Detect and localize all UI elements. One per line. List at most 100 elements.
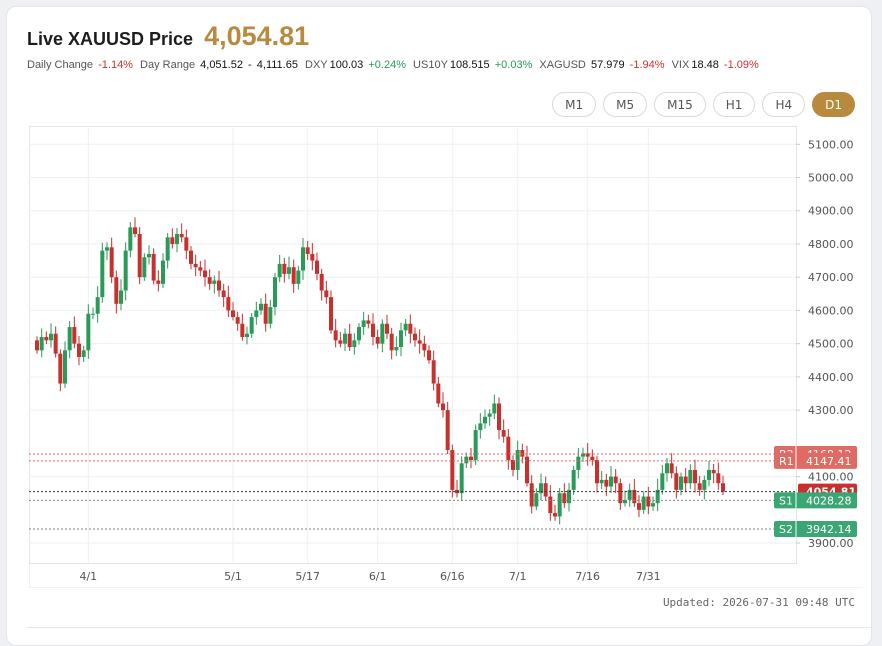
stat-us10y: US10Y 108.515 +0.03% bbox=[413, 59, 534, 71]
candle-body bbox=[133, 227, 137, 235]
stat-value: 4,111.65 bbox=[256, 59, 298, 71]
candle-body bbox=[581, 453, 585, 457]
timeframe-d1-button[interactable]: D1 bbox=[812, 92, 855, 117]
candle-body bbox=[245, 333, 249, 338]
timeframe-h4-button[interactable]: H4 bbox=[762, 92, 806, 117]
candle-body bbox=[343, 333, 347, 344]
candle-body bbox=[315, 260, 319, 274]
candle-body bbox=[483, 416, 487, 424]
candle-body bbox=[655, 489, 660, 504]
candle-body bbox=[128, 227, 133, 251]
candle-body bbox=[613, 476, 618, 484]
candle-body bbox=[590, 456, 595, 460]
candle-body bbox=[627, 489, 632, 500]
candle-body bbox=[441, 403, 445, 411]
candle-body bbox=[305, 247, 310, 254]
candle-body bbox=[114, 277, 119, 304]
candle-body bbox=[95, 297, 100, 314]
candle-body bbox=[632, 489, 637, 504]
plot-area bbox=[29, 126, 797, 564]
candle-body bbox=[501, 430, 506, 437]
candle-body bbox=[221, 290, 226, 298]
candle-body bbox=[249, 317, 254, 334]
y-tick-label: 4600.00 bbox=[808, 304, 854, 317]
candle-body bbox=[277, 263, 282, 278]
y-tick-label: 5000.00 bbox=[808, 172, 854, 185]
candle-body bbox=[506, 436, 511, 460]
candle-body bbox=[105, 247, 109, 251]
timeframe-m5-button[interactable]: M5 bbox=[603, 92, 648, 117]
timeframe-h1-button[interactable]: H1 bbox=[712, 92, 756, 117]
y-tick-label: 5100.00 bbox=[808, 138, 854, 151]
candle-body bbox=[553, 513, 557, 517]
candle-body bbox=[595, 459, 599, 484]
candle-body bbox=[665, 463, 669, 474]
candle-body bbox=[576, 456, 581, 470]
candle-body bbox=[562, 493, 567, 504]
candle-body bbox=[352, 340, 357, 347]
candle-body bbox=[67, 327, 72, 351]
candle-body bbox=[492, 403, 497, 414]
y-tick-label: 4700.00 bbox=[808, 271, 854, 284]
level-name: S2 bbox=[779, 523, 793, 536]
candle-body bbox=[319, 273, 324, 291]
candle-body bbox=[669, 463, 674, 474]
candle-body bbox=[273, 277, 277, 308]
candle-body bbox=[688, 469, 693, 484]
divider bbox=[27, 627, 871, 628]
candle-body bbox=[119, 290, 123, 304]
candle-body bbox=[375, 337, 380, 344]
candle-body bbox=[198, 267, 203, 271]
candle-body bbox=[357, 327, 361, 341]
candle-body bbox=[184, 237, 189, 251]
candle-body bbox=[39, 337, 44, 351]
x-tick-label: 6/1 bbox=[369, 570, 387, 583]
candle-body bbox=[361, 320, 366, 328]
candle-body bbox=[179, 234, 184, 238]
timeframe-m15-button[interactable]: M15 bbox=[654, 92, 706, 117]
candle-body bbox=[529, 483, 534, 507]
stat-label: VIX bbox=[671, 59, 690, 71]
candle-body bbox=[151, 253, 156, 281]
stat-value: 57.979 bbox=[590, 59, 625, 71]
candle-body bbox=[515, 450, 520, 470]
stat-label: Day Range bbox=[140, 59, 196, 71]
candle-body bbox=[534, 493, 539, 507]
candle-body bbox=[459, 463, 464, 494]
price-chart: 5100.00 5000.00 4900.00 4800.00 4700.00 4600.… bbox=[29, 126, 863, 588]
candle-body bbox=[347, 333, 352, 347]
candle-body bbox=[473, 430, 478, 460]
level-value: 4147.41 bbox=[806, 455, 852, 468]
candle-body bbox=[235, 317, 240, 324]
timeframe-m1-button[interactable]: M1 bbox=[552, 92, 597, 117]
candle-body bbox=[226, 297, 231, 311]
candle-body bbox=[81, 350, 86, 357]
candle-body bbox=[543, 483, 548, 497]
candle-body bbox=[520, 450, 525, 457]
candle-body bbox=[142, 257, 147, 278]
candle-body bbox=[77, 343, 81, 357]
candle-body bbox=[609, 476, 613, 487]
stat-label: XAGUSD bbox=[539, 59, 586, 71]
level-tag-s1 bbox=[774, 492, 857, 509]
candle-body bbox=[212, 280, 217, 284]
y-tick-label: 4500.00 bbox=[808, 338, 854, 351]
candle-body bbox=[58, 353, 63, 384]
candle-body bbox=[291, 267, 296, 284]
stat-value: -1.14% bbox=[98, 59, 133, 71]
level-tag-r1 bbox=[774, 452, 857, 469]
candle-body bbox=[301, 247, 305, 271]
candle-body bbox=[203, 270, 207, 278]
candle-body bbox=[394, 346, 399, 351]
candle-body bbox=[389, 333, 394, 351]
updated-timestamp: Updated: 2026-07-31 09:48 UTC bbox=[662, 596, 855, 609]
candle-body bbox=[147, 253, 151, 258]
candle-body bbox=[156, 280, 161, 284]
stat-separator: - bbox=[248, 59, 252, 71]
x-tick-label: 6/16 bbox=[440, 570, 465, 583]
x-tick-label: 5/1 bbox=[224, 570, 242, 583]
stat-xagusd: XAGUSD 57.979 -1.94% bbox=[539, 59, 666, 71]
candle-body bbox=[445, 410, 450, 451]
stat-change: +0.03% bbox=[494, 59, 533, 71]
candle-body bbox=[641, 496, 646, 510]
